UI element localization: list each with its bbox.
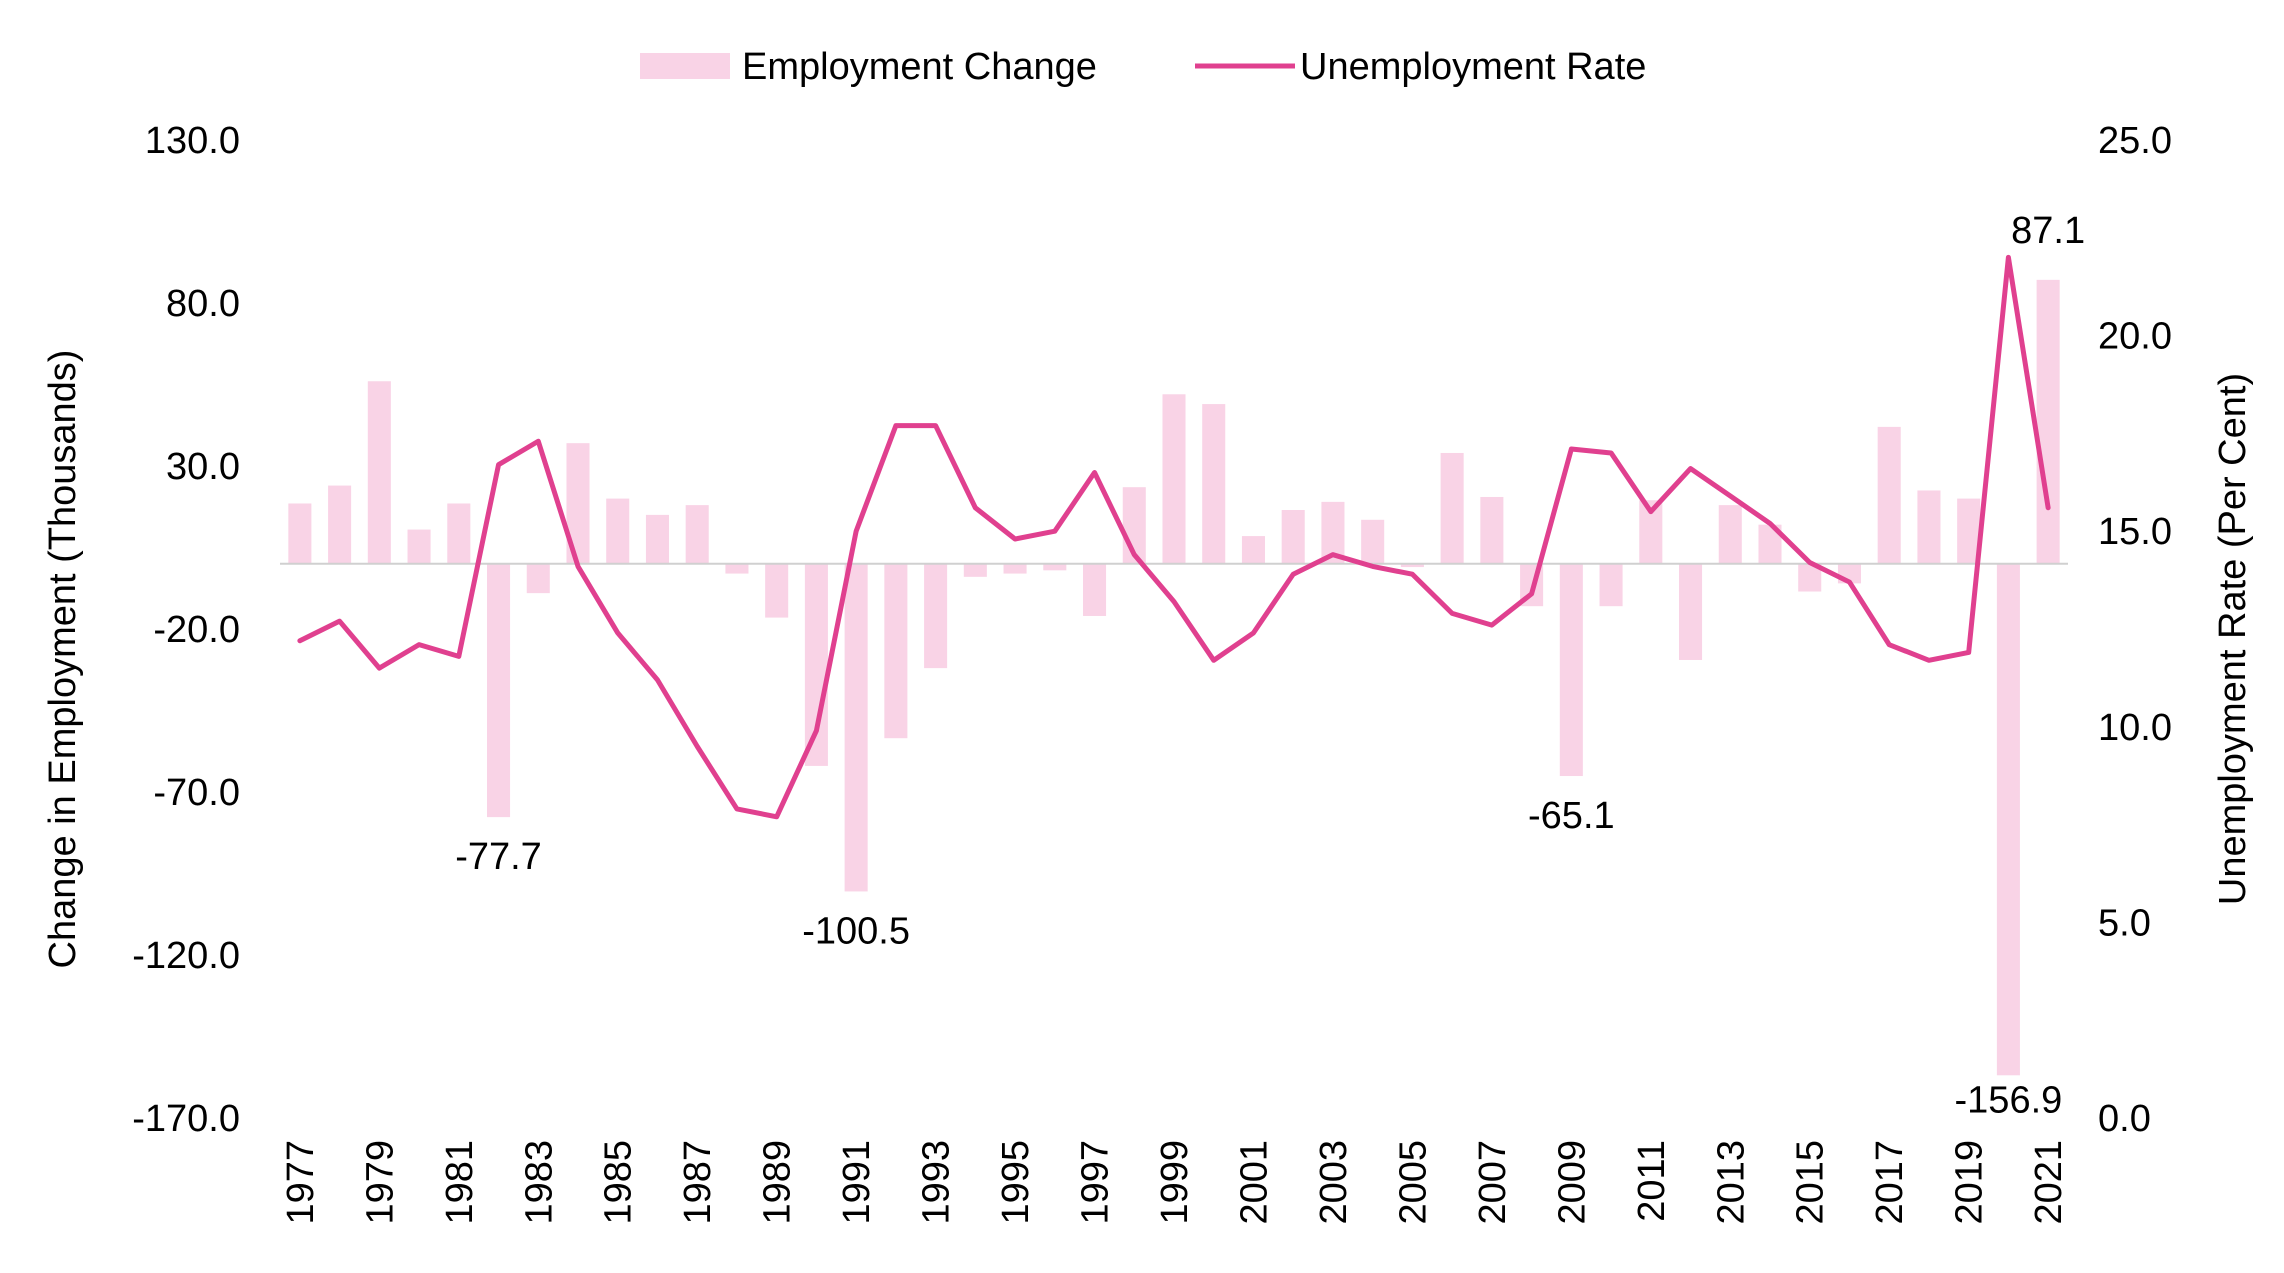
employment-change-bar-1995 (1003, 563, 1027, 574)
employment-change-bar-1999 (1162, 394, 1186, 564)
right-tick-label: 25.0 (2098, 120, 2172, 162)
x-tick-label: 1985 (598, 1140, 640, 1225)
employment-change-bar-1987 (685, 505, 709, 564)
employment-change-bar-2011 (1639, 500, 1663, 564)
right-tick-label: 20.0 (2098, 316, 2172, 358)
left-tick-label: 130.0 (145, 120, 240, 162)
employment-change-bar-1983 (526, 563, 550, 594)
employment-change-bar-2014 (1758, 524, 1782, 564)
x-tick-label: 1993 (916, 1140, 958, 1225)
employment-change-bar-2005 (1400, 563, 1424, 568)
employment-change-bar-1989 (765, 563, 789, 618)
employment-change-bar-2004 (1361, 519, 1385, 564)
x-tick-label: 2015 (1790, 1140, 1832, 1225)
x-tick-label: 2005 (1392, 1140, 1434, 1225)
employment-change-bar-2015 (1798, 563, 1822, 592)
employment-change-bar-2002 (1281, 510, 1305, 564)
employment-change-bar-2021 (2036, 279, 2060, 564)
data-label-1982: -77.7 (455, 836, 542, 878)
employment-change-bar-1986 (645, 514, 669, 564)
employment-change-bar-1981 (447, 503, 471, 564)
x-tick-label: 1991 (836, 1140, 878, 1225)
employment-change-bar-2001 (1241, 536, 1265, 564)
employment-change-bar-1996 (1043, 563, 1067, 571)
left-tick-label: -120.0 (132, 935, 240, 977)
data-label-1991: -100.5 (802, 910, 910, 952)
data-label-2009: -65.1 (1528, 795, 1615, 837)
unemployment-rate-line-group (297, 254, 2051, 820)
employment-change-bar-2017 (1877, 426, 1901, 564)
right-tick-label: 10.0 (2098, 707, 2172, 749)
x-tick-label: 2003 (1313, 1140, 1355, 1225)
data-label-2020: -156.9 (1955, 1079, 2063, 1121)
employment-change-bar-1997 (1083, 563, 1107, 616)
employment-change-bar-2003 (1321, 501, 1345, 564)
x-tick-label: 1995 (995, 1140, 1037, 1225)
x-tick-label: 2019 (1949, 1140, 1991, 1225)
data-label-2021: 87.1 (2011, 210, 2085, 252)
employment-change-bars (288, 279, 2060, 1076)
right-axis-ticks: 25.0 20.0 15.0 10.0 5.0 0.0 (2098, 120, 2172, 1140)
employment-change-bar-1993 (924, 563, 948, 669)
x-tick-label: 1983 (518, 1140, 560, 1225)
x-tick-label: 2013 (1710, 1140, 1752, 1225)
left-tick-label: -20.0 (153, 609, 240, 651)
employment-change-bar-2013 (1718, 505, 1742, 564)
x-tick-label: 1987 (677, 1140, 719, 1225)
x-tick-label: 2017 (1869, 1140, 1911, 1225)
employment-change-bar-2018 (1917, 490, 1941, 564)
legend-unemployment-rate-label: Unemployment Rate (1300, 46, 1646, 88)
x-tick-label: 2011 (1631, 1140, 1673, 1222)
employment-change-bar-1985 (606, 498, 630, 564)
right-tick-label: 5.0 (2098, 902, 2151, 944)
x-tick-label: 1977 (280, 1140, 322, 1225)
left-tick-label: 80.0 (166, 283, 240, 325)
employment-change-bar-1979 (367, 381, 391, 564)
x-tick-label: 2021 (2028, 1140, 2070, 1225)
employment-change-bar-2019 (1957, 498, 1981, 564)
employment-change-bar-1977 (288, 503, 312, 564)
x-tick-label: 2001 (1233, 1140, 1275, 1225)
data-labels: -77.7 -100.5 -65.1 -156.9 87.1 (455, 210, 2085, 1121)
employment-change-bar-2012 (1679, 563, 1703, 660)
employment-change-bar-1978 (328, 485, 352, 564)
left-tick-label: -170.0 (132, 1098, 240, 1140)
employment-change-bar-1984 (566, 443, 590, 564)
x-tick-label: 2007 (1472, 1140, 1514, 1225)
left-tick-label: -70.0 (153, 772, 240, 814)
employment-change-bar-1994 (963, 563, 987, 577)
x-axis-ticks: 1977 1979 1981 1983 1985 1987 1989 1991 1993 1995… (280, 1140, 2070, 1225)
x-tick-label: 1997 (1075, 1140, 1117, 1225)
employment-change-bar-2006 (1440, 452, 1464, 564)
right-axis-title: Unemployment Rate (Per Cent) (2212, 373, 2254, 905)
x-tick-label: 1999 (1154, 1140, 1196, 1225)
employment-change-bar-1982 (487, 563, 511, 818)
left-axis-ticks: 130.0 80.0 30.0 -20.0 -70.0 -120.0 -170.0 (132, 120, 240, 1140)
left-axis-title: Change in Employment (Thousands) (42, 350, 84, 969)
right-tick-label: 0.0 (2098, 1098, 2151, 1140)
x-tick-label: 1989 (757, 1140, 799, 1225)
legend-employment-change-swatch (640, 53, 730, 79)
x-tick-label: 2009 (1551, 1140, 1593, 1225)
employment-change-bar-1980 (407, 529, 431, 564)
x-tick-label: 1979 (359, 1140, 401, 1225)
employment-change-bar-1991 (844, 563, 868, 892)
employment-change-bar-2020 (1996, 563, 2020, 1076)
employment-change-bar-2000 (1202, 404, 1226, 564)
employment-change-bar-1992 (884, 563, 908, 739)
x-tick-label: 1981 (439, 1140, 481, 1225)
left-tick-label: 30.0 (166, 446, 240, 488)
employment-change-bar-2009 (1559, 563, 1583, 777)
legend: Employment Change Unemployment Rate (640, 46, 1646, 88)
employment-change-bar-1990 (804, 563, 828, 766)
employment-change-bar-2007 (1480, 496, 1504, 564)
employment-change-bar-1988 (725, 563, 749, 574)
right-tick-label: 15.0 (2098, 511, 2172, 553)
legend-employment-change-label: Employment Change (742, 46, 1097, 88)
employment-change-bar-2010 (1599, 563, 1623, 607)
